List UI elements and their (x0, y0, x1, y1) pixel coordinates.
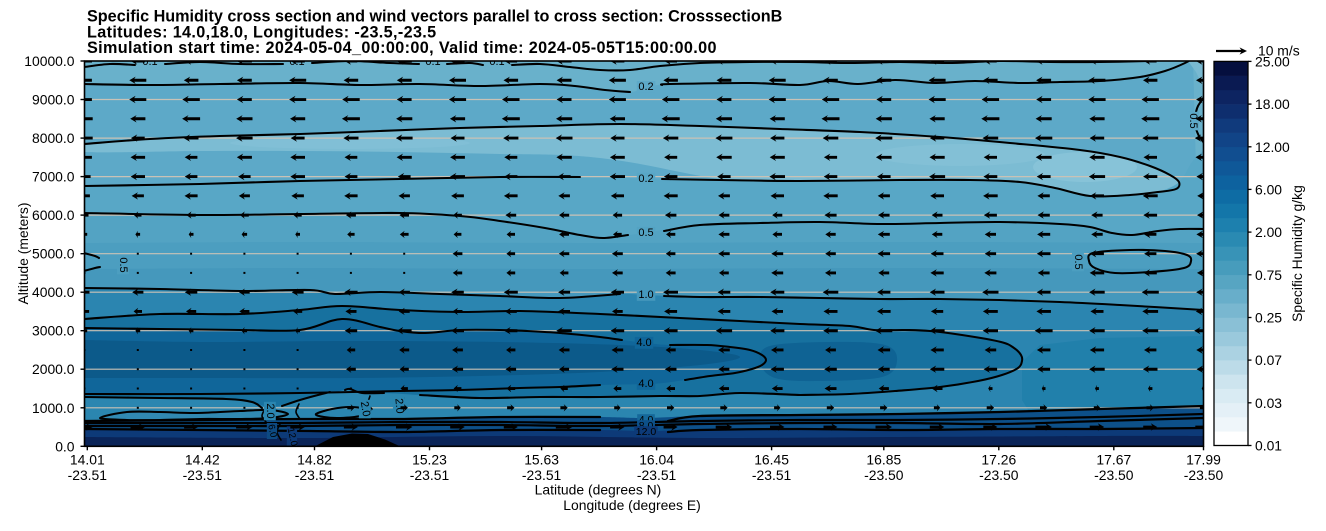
svg-text:4.0: 4.0 (636, 337, 651, 349)
svg-text:0.01: 0.01 (1255, 438, 1282, 454)
svg-text:17.67: 17.67 (1096, 452, 1131, 468)
svg-text:-23.50: -23.50 (1184, 467, 1224, 483)
svg-text:2.0: 2.0 (392, 398, 405, 414)
svg-text:14.82: 14.82 (297, 452, 332, 468)
svg-text:0.5: 0.5 (1187, 113, 1199, 128)
svg-text:16.04: 16.04 (639, 452, 674, 468)
svg-text:Specific Humidity cross sectio: Specific Humidity cross section and wind… (87, 8, 782, 26)
svg-text:6000.0: 6000.0 (32, 207, 75, 223)
svg-text:12.00: 12.00 (1255, 139, 1290, 155)
svg-text:17.26: 17.26 (981, 452, 1016, 468)
svg-text:Longitude (degrees E): Longitude (degrees E) (563, 497, 700, 513)
svg-text:4.0: 4.0 (638, 378, 653, 390)
svg-text:8000.0: 8000.0 (32, 130, 75, 146)
svg-text:Specific Humidity g/kg: Specific Humidity g/kg (1289, 185, 1305, 322)
svg-text:-23.50: -23.50 (1094, 467, 1134, 483)
svg-text:4000.0: 4000.0 (32, 284, 75, 300)
svg-text:0.2: 0.2 (638, 81, 653, 93)
svg-text:-23.51: -23.51 (637, 467, 677, 483)
svg-text:-23.50: -23.50 (864, 467, 904, 483)
svg-text:5000.0: 5000.0 (32, 246, 75, 262)
svg-text:1000.0: 1000.0 (32, 400, 75, 416)
svg-text:6.00: 6.00 (1255, 181, 1282, 197)
svg-text:9000.0: 9000.0 (32, 92, 75, 108)
svg-text:3000.0: 3000.0 (32, 323, 75, 339)
svg-text:0.07: 0.07 (1255, 352, 1282, 368)
svg-text:16.45: 16.45 (754, 452, 789, 468)
svg-text:-23.51: -23.51 (752, 467, 792, 483)
svg-text:2.0: 2.0 (358, 400, 372, 417)
svg-text:0.03: 0.03 (1255, 395, 1282, 411)
svg-text:1.0: 1.0 (638, 289, 653, 301)
svg-text:17.99: 17.99 (1186, 452, 1221, 468)
svg-text:15.23: 15.23 (412, 452, 447, 468)
svg-text:2.0: 2.0 (264, 403, 276, 418)
svg-text:0.1: 0.1 (425, 56, 440, 68)
svg-text:10000.0: 10000.0 (24, 53, 74, 69)
svg-text:14.01: 14.01 (70, 452, 105, 468)
svg-text:Altitude (meters): Altitude (meters) (15, 203, 31, 305)
svg-text:0.1: 0.1 (289, 56, 304, 68)
svg-text:12.0: 12.0 (285, 427, 300, 447)
svg-text:-23.51: -23.51 (295, 467, 335, 483)
svg-text:0.5: 0.5 (638, 227, 653, 239)
svg-text:2000.0: 2000.0 (32, 361, 75, 377)
svg-text:0.5: 0.5 (1072, 254, 1084, 269)
svg-text:-23.51: -23.51 (68, 467, 108, 483)
svg-text:Latitudes: 14.0,18.0, Longitud: Latitudes: 14.0,18.0, Longitudes: -23.5,… (87, 23, 437, 41)
svg-text:0.5: 0.5 (117, 257, 129, 272)
svg-text:15.63: 15.63 (524, 452, 559, 468)
svg-text:16.85: 16.85 (866, 452, 901, 468)
svg-text:-23.51: -23.51 (183, 467, 223, 483)
svg-text:12.0: 12.0 (636, 426, 657, 438)
svg-text:0.75: 0.75 (1255, 267, 1282, 283)
svg-text:10 m/s: 10 m/s (1258, 43, 1300, 59)
svg-text:0.25: 0.25 (1255, 310, 1282, 326)
svg-text:Latitude (degrees N): Latitude (degrees N) (535, 482, 662, 498)
svg-text:7000.0: 7000.0 (32, 169, 75, 185)
svg-text:0.1: 0.1 (489, 56, 504, 68)
svg-text:-23.51: -23.51 (522, 467, 562, 483)
svg-text:-23.51: -23.51 (410, 467, 450, 483)
svg-text:2.00: 2.00 (1255, 224, 1282, 240)
svg-text:14.42: 14.42 (185, 452, 220, 468)
svg-text:25.00: 25.00 (1255, 53, 1290, 69)
svg-text:0.0: 0.0 (55, 438, 75, 454)
svg-text:Simulation start time: 2024-05: Simulation start time: 2024-05-04_00:00:… (87, 39, 717, 57)
svg-text:0.2: 0.2 (638, 173, 653, 185)
svg-text:18.00: 18.00 (1255, 96, 1290, 112)
svg-text:-23.50: -23.50 (979, 467, 1019, 483)
svg-text:0.1: 0.1 (142, 56, 157, 68)
svg-text:6.0: 6.0 (265, 423, 279, 438)
